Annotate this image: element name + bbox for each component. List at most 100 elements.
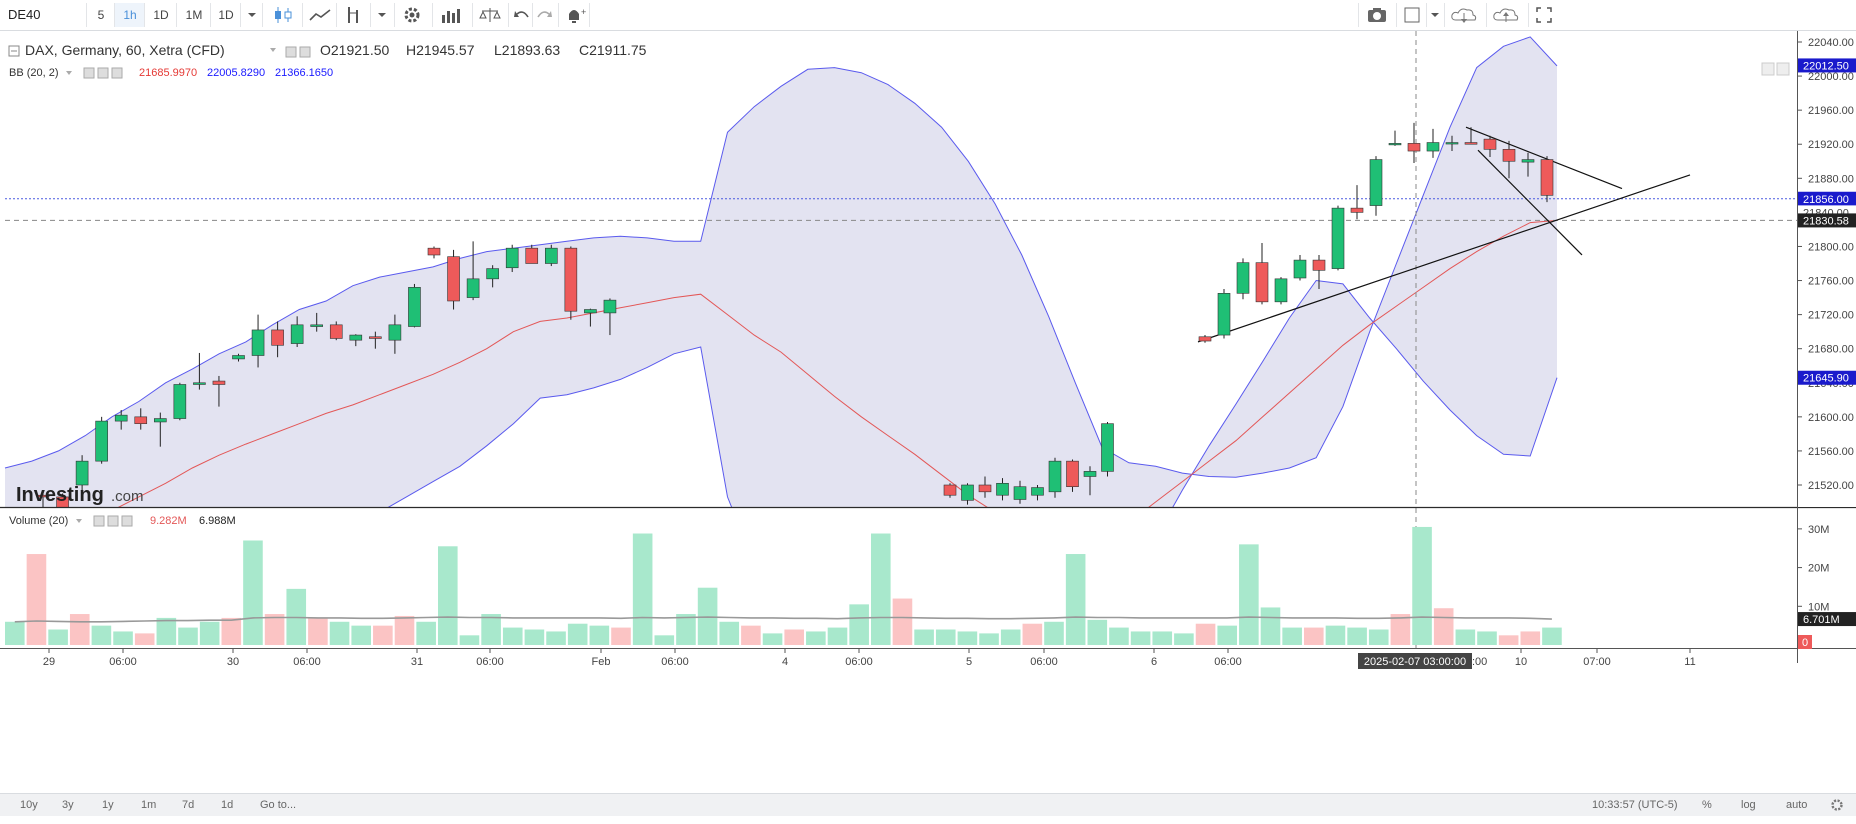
- candle: [114, 410, 128, 430]
- candle-body: [1426, 142, 1440, 152]
- trendline[interactable]: [1465, 126, 1623, 190]
- bb-settings-icon[interactable]: [97, 67, 109, 79]
- volume-remove-icon[interactable]: [121, 515, 133, 527]
- legend-dropdown-icon[interactable]: [270, 48, 276, 52]
- volume-bar: [1368, 629, 1389, 645]
- candles-icon: [275, 7, 292, 23]
- bars-button[interactable]: [432, 3, 467, 27]
- time-tick-label: 06:00: [476, 656, 504, 668]
- interval-1m-button[interactable]: 1M: [176, 3, 211, 27]
- range-10y-button[interactable]: 10y: [20, 799, 38, 811]
- indicator-button[interactable]: [336, 3, 371, 27]
- volume-label: Volume (20): [9, 515, 68, 527]
- volume-bar: [1174, 633, 1194, 645]
- log-scale-button[interactable]: log: [1741, 799, 1756, 811]
- line-style-icon: [309, 9, 331, 21]
- price-chart[interactable]: 22040.00 22000.00 21960.00 21920.00 21880.00…: [0, 31, 1856, 793]
- trendline[interactable]: [1197, 174, 1691, 343]
- candle: [486, 265, 499, 288]
- volume-bar: [351, 625, 371, 645]
- cloud-download-button[interactable]: [1444, 3, 1485, 27]
- candle-body: [193, 382, 206, 385]
- candle: [996, 478, 1009, 501]
- alert-button[interactable]: +: [558, 3, 590, 27]
- volume-bar: [264, 614, 285, 645]
- screenshot-button[interactable]: [1358, 3, 1395, 27]
- volume-eye-icon[interactable]: [93, 515, 105, 527]
- volume-zero-tag: [1798, 635, 1812, 649]
- price-tick-label: 22040.00: [1808, 37, 1854, 49]
- time-axis[interactable]: 29 06:00 30 06:00 31 06:00 Feb 06:00 4 06:00 5 06:0…: [43, 649, 1696, 669]
- price-tick-label: 21560.00: [1808, 446, 1854, 458]
- interval-1d-dropdown-button[interactable]: 1D: [210, 3, 241, 27]
- price-tick-label: 21920.00: [1808, 139, 1854, 151]
- volume-bar: [871, 533, 891, 645]
- settings-button[interactable]: [394, 3, 429, 27]
- candle: [1066, 459, 1079, 492]
- goto-date-button[interactable]: Go to...: [260, 799, 297, 811]
- candle: [1521, 152, 1535, 177]
- volume-legend: Volume (20) 9.282M 6.988M: [9, 515, 236, 527]
- bb-eye-icon[interactable]: [83, 67, 95, 79]
- legend-eye-icon[interactable]: [285, 46, 297, 58]
- legend-settings-icon[interactable]: [299, 46, 311, 58]
- volume-tick-label: 10M: [1808, 601, 1829, 613]
- redo-button[interactable]: [532, 3, 557, 27]
- candle: [978, 476, 992, 498]
- line-style-button[interactable]: [302, 3, 337, 27]
- volume-bar: [957, 631, 978, 645]
- symbol-input[interactable]: DE40: [4, 3, 98, 27]
- volume-bar: [1520, 631, 1541, 645]
- range-1d-button[interactable]: 1d: [221, 799, 234, 811]
- volume-bar: [806, 631, 826, 645]
- interval-1h-button[interactable]: 1h: [114, 3, 145, 27]
- compare-button[interactable]: [472, 3, 507, 27]
- clock-label: 10:33:57 (UTC-5): [1592, 799, 1678, 811]
- interval-5-label: 5: [97, 8, 105, 22]
- legend-high: H21945.57: [406, 42, 475, 58]
- range-7d-button[interactable]: 7d: [182, 799, 195, 811]
- percent-scale-button[interactable]: %: [1702, 799, 1712, 811]
- volume-dropdown-icon[interactable]: [76, 519, 82, 523]
- indicator-dropdown-arrow[interactable]: [370, 3, 393, 27]
- candle-body: [1101, 423, 1114, 472]
- candle-body: [544, 247, 558, 264]
- bb-dropdown-icon[interactable]: [66, 71, 72, 75]
- interval-1d-button[interactable]: 1D: [144, 3, 177, 27]
- trendline[interactable]: [1477, 149, 1583, 256]
- candles-style-button[interactable]: [262, 3, 303, 27]
- range-3y-button[interactable]: 3y: [62, 799, 74, 811]
- candle: [584, 308, 597, 327]
- legend-close: C21911.75: [579, 42, 647, 58]
- candle-body: [1274, 278, 1288, 303]
- layout-button[interactable]: [1396, 3, 1427, 27]
- interval-5-button[interactable]: 5: [86, 3, 115, 27]
- auto-scale-button[interactable]: auto: [1786, 799, 1808, 811]
- fullscreen-button[interactable]: [1528, 3, 1559, 27]
- candle: [232, 353, 245, 362]
- range-1y-button[interactable]: 1y: [102, 799, 114, 811]
- price-tag-label: 21830.58: [1803, 215, 1849, 227]
- price-tag: [1798, 370, 1856, 385]
- pane-minimize-icon[interactable]: [1761, 62, 1775, 76]
- cloud-upload-button[interactable]: [1486, 3, 1527, 27]
- candle-body: [1048, 460, 1062, 493]
- bb-remove-icon[interactable]: [111, 67, 123, 79]
- trendlines[interactable]: [1197, 126, 1691, 343]
- bars-icon: [442, 9, 460, 23]
- interval-dropdown-arrow[interactable]: [240, 3, 263, 27]
- volume-bar: [1325, 625, 1346, 645]
- range-1m-button[interactable]: 1m: [141, 799, 157, 811]
- volume-bar: [1304, 627, 1324, 645]
- undo-button[interactable]: [508, 3, 533, 27]
- chart-settings-button[interactable]: [1824, 794, 1850, 816]
- pane-maximize-icon[interactable]: [1776, 62, 1790, 76]
- candle-body: [1369, 159, 1383, 206]
- layout-dropdown-button[interactable]: [1426, 3, 1443, 27]
- compare-icon: [479, 8, 501, 22]
- volume-settings-icon[interactable]: [107, 515, 119, 527]
- volume-bar: [1433, 608, 1454, 645]
- volume-bar: [243, 540, 263, 645]
- price-axis[interactable]: 22040.00 22000.00 21960.00 21920.00 21880.00…: [1797, 37, 1856, 492]
